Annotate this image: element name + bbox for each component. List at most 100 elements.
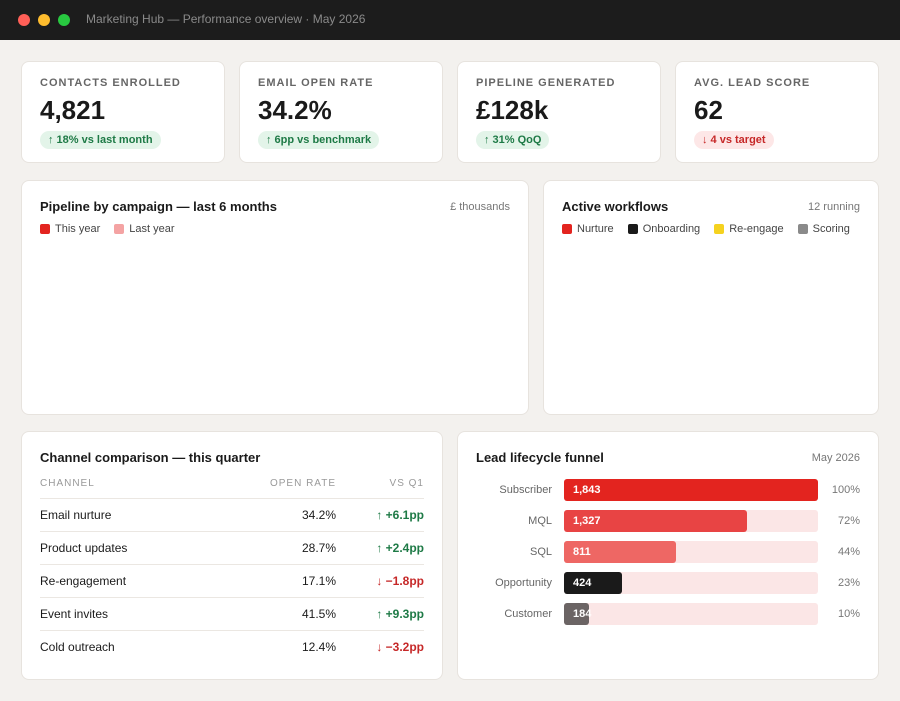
- bar-track: 184: [564, 603, 818, 625]
- funnel-card: Lead lifecycle funnel May 2026 Subscriber 1…: [457, 431, 879, 680]
- card-title: Active workflows: [562, 199, 669, 214]
- row-divider: [40, 531, 424, 532]
- funnel-bar: 811: [564, 541, 676, 563]
- legend-item: Last year: [114, 223, 175, 235]
- legend-item: This year: [40, 223, 100, 235]
- table-cell: 12.4%: [301, 640, 336, 654]
- kpi-delta: ↑ 31% QoQ: [476, 131, 550, 149]
- zoom-button[interactable]: [58, 14, 70, 26]
- legend-label: This year: [55, 223, 101, 235]
- legend-item: Onboarding: [627, 223, 701, 235]
- table-cell: 41.5%: [301, 607, 336, 621]
- legend-item: Nurture: [562, 223, 614, 235]
- legend-swatch: [714, 224, 725, 234]
- row-divider: [40, 564, 424, 565]
- column-header: VS Q1: [389, 478, 424, 489]
- kpi-value: £128k: [476, 95, 549, 125]
- stage-percent: 72%: [837, 515, 860, 527]
- title-bar: Marketing Hub — Performance overview · M…: [0, 0, 900, 40]
- table-card: Channel comparison — this quarter CHANNEL…: [21, 431, 443, 680]
- stage-label: Opportunity: [495, 577, 552, 589]
- kpi-delta: ↓ 4 vs target: [694, 131, 774, 149]
- table-cell: ↑ +9.3pp: [376, 607, 424, 621]
- column-header: OPEN RATE: [269, 478, 336, 489]
- table-cell: 34.2%: [301, 508, 336, 522]
- table-cell: Event invites: [40, 607, 109, 621]
- legend-item: Scoring: [797, 223, 850, 235]
- kpi-card: EMAIL OPEN RATE 34.2% ↑ 6pp vs benchmark: [239, 61, 443, 163]
- table-cell: ↓ −3.2pp: [376, 640, 424, 654]
- legend-label: Last year: [129, 223, 175, 235]
- stage-label: MQL: [528, 515, 552, 527]
- table-cell: Product updates: [40, 541, 128, 555]
- minimize-button[interactable]: [38, 14, 50, 26]
- kpi-label: CONTACTS ENROLLED: [40, 77, 181, 89]
- bar-value-label: 424: [573, 577, 592, 589]
- table-cell: ↑ +6.1pp: [376, 508, 424, 522]
- legend-label: Onboarding: [642, 223, 701, 235]
- kpi-label: PIPELINE GENERATED: [476, 77, 616, 89]
- card-title: Lead lifecycle funnel: [476, 450, 604, 465]
- window-title: Marketing Hub — Performance overview · M…: [86, 12, 366, 26]
- bar-track: 1,843: [564, 479, 818, 501]
- table-cell: ↓ −1.8pp: [376, 574, 424, 588]
- bar-value-label: 1,327: [573, 515, 601, 527]
- row-divider: [40, 630, 424, 631]
- chart-card: Pipeline by campaign — last 6 months £ th…: [21, 180, 529, 415]
- legend-swatch: [114, 224, 125, 234]
- row-divider: [40, 498, 424, 499]
- table-cell: 17.1%: [301, 574, 336, 588]
- stage-percent: 23%: [837, 577, 860, 589]
- kpi-value: 4,821: [40, 95, 106, 125]
- legend-label: Nurture: [577, 223, 614, 235]
- kpi-card: PIPELINE GENERATED £128k ↑ 31% QoQ: [457, 61, 661, 163]
- legend: Nurture Onboarding Re-engage Scoring: [562, 223, 850, 235]
- kpi-value: 62: [694, 95, 723, 125]
- card-subtitle: 12 running: [808, 201, 860, 213]
- stage-percent: 10%: [837, 608, 860, 620]
- stage-percent: 100%: [831, 484, 860, 496]
- legend-item: Re-engage: [714, 223, 784, 235]
- kpi-delta: ↑ 18% vs last month: [40, 131, 161, 149]
- legend-swatch: [797, 224, 808, 234]
- row-divider: [40, 597, 424, 598]
- table-cell: 28.7%: [301, 541, 336, 555]
- bar-track: 1,327: [564, 510, 818, 532]
- funnel-bar: 184: [564, 603, 592, 625]
- card-title: Pipeline by campaign — last 6 months: [40, 199, 277, 214]
- card-subtitle: May 2026: [811, 452, 860, 464]
- kpi-label: EMAIL OPEN RATE: [258, 77, 374, 89]
- stage-label: Customer: [504, 608, 552, 620]
- bar-track: 811: [564, 541, 818, 563]
- kpi-card: AVG. LEAD SCORE 62 ↓ 4 vs target: [675, 61, 879, 163]
- bar-value-label: 184: [573, 608, 592, 620]
- funnel-bar: 1,843: [564, 479, 818, 501]
- close-button[interactable]: [18, 14, 30, 26]
- stage-label: SQL: [529, 546, 552, 558]
- stage-label: Subscriber: [499, 484, 552, 496]
- table-cell: ↑ +2.4pp: [376, 541, 424, 555]
- table-cell: Email nurture: [40, 508, 112, 522]
- legend-label: Re-engage: [729, 223, 784, 235]
- legend-swatch: [562, 224, 572, 234]
- card-subtitle: £ thousands: [450, 201, 510, 213]
- legend: This year Last year: [40, 223, 175, 235]
- legend-swatch: [40, 224, 50, 234]
- kpi-card: CONTACTS ENROLLED 4,821 ↑ 18% vs last mont…: [21, 61, 225, 163]
- funnel-bar: 1,327: [564, 510, 747, 532]
- bar-track: 424: [564, 572, 818, 594]
- table-cell: Re-engagement: [40, 574, 127, 588]
- stage-percent: 44%: [837, 546, 860, 558]
- bar-value-label: 811: [573, 546, 591, 558]
- bar-value-label: 1,843: [573, 484, 601, 496]
- table-cell: Cold outreach: [40, 640, 115, 654]
- legend-swatch: [627, 224, 638, 234]
- legend-label: Scoring: [812, 223, 850, 235]
- kpi-label: AVG. LEAD SCORE: [694, 77, 811, 89]
- kpi-value: 34.2%: [258, 95, 332, 125]
- chart-card: Active workflows 12 running Nurture Onboard…: [543, 180, 879, 415]
- card-title: Channel comparison — this quarter: [40, 450, 261, 465]
- column-header: CHANNEL: [40, 478, 95, 489]
- funnel-bar: 424: [564, 572, 623, 594]
